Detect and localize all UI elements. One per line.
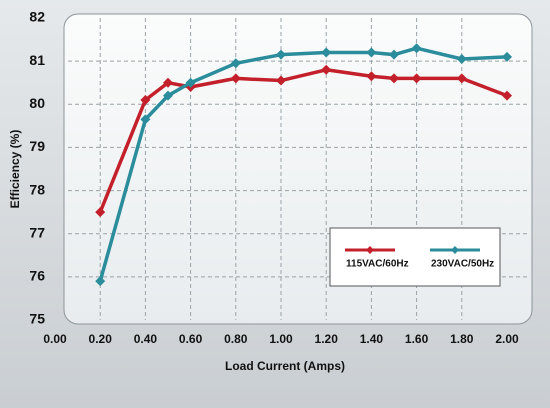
y-tick-label: 81 xyxy=(29,52,45,68)
series-line xyxy=(98,46,508,282)
legend-marker xyxy=(366,246,374,254)
data-point xyxy=(456,53,467,64)
data-point xyxy=(389,73,399,84)
y-tick-label: 80 xyxy=(29,95,45,111)
x-tick-label: 0.40 xyxy=(134,332,158,346)
x-tick-label: 1.80 xyxy=(450,332,474,346)
legend-label: 115VAC/60Hz xyxy=(346,259,409,270)
x-tick-label: 2.00 xyxy=(495,332,519,346)
data-point xyxy=(140,94,151,105)
legend xyxy=(329,227,501,287)
x-tick-label: 1.00 xyxy=(269,332,293,346)
y-tick-label: 79 xyxy=(29,138,45,154)
data-point xyxy=(321,47,332,58)
data-point xyxy=(456,73,467,84)
data-point xyxy=(276,49,286,60)
data-point xyxy=(185,77,196,88)
data-point xyxy=(95,207,106,218)
data-point xyxy=(276,75,286,86)
y-tick-label: 77 xyxy=(29,224,45,240)
series-line xyxy=(98,68,508,213)
data-point xyxy=(163,90,173,101)
legend-label: 230VAC/50Hz xyxy=(431,259,494,270)
x-tick-label: 0.80 xyxy=(224,332,248,346)
data-point xyxy=(502,51,512,62)
data-point xyxy=(163,77,173,88)
data-point xyxy=(411,43,422,54)
x-axis-label: Load Current (Amps) xyxy=(225,359,345,373)
y-axis-label: Efficiency (%) xyxy=(8,130,22,209)
data-point xyxy=(95,276,106,287)
x-tick-label: 0.60 xyxy=(179,332,203,346)
data-point xyxy=(411,73,422,84)
y-tick-label: 82 xyxy=(29,9,45,25)
data-point xyxy=(230,58,241,69)
x-tick-label: 0.00 xyxy=(43,332,67,346)
legend-marker xyxy=(451,246,459,254)
data-point xyxy=(140,114,151,125)
x-tick-label: 1.60 xyxy=(405,332,429,346)
data-point xyxy=(321,64,332,75)
x-tick-label: 1.40 xyxy=(360,332,384,346)
y-tick-label: 75 xyxy=(29,311,45,327)
x-tick-label: 0.20 xyxy=(89,332,113,346)
data-point xyxy=(230,73,241,84)
data-point xyxy=(366,71,377,82)
y-tick-label: 76 xyxy=(29,268,45,284)
x-tick-label: 1.20 xyxy=(315,332,339,346)
data-point xyxy=(502,90,512,101)
data-point xyxy=(366,47,377,58)
data-point xyxy=(389,49,399,60)
y-tick-label: 78 xyxy=(29,181,45,197)
